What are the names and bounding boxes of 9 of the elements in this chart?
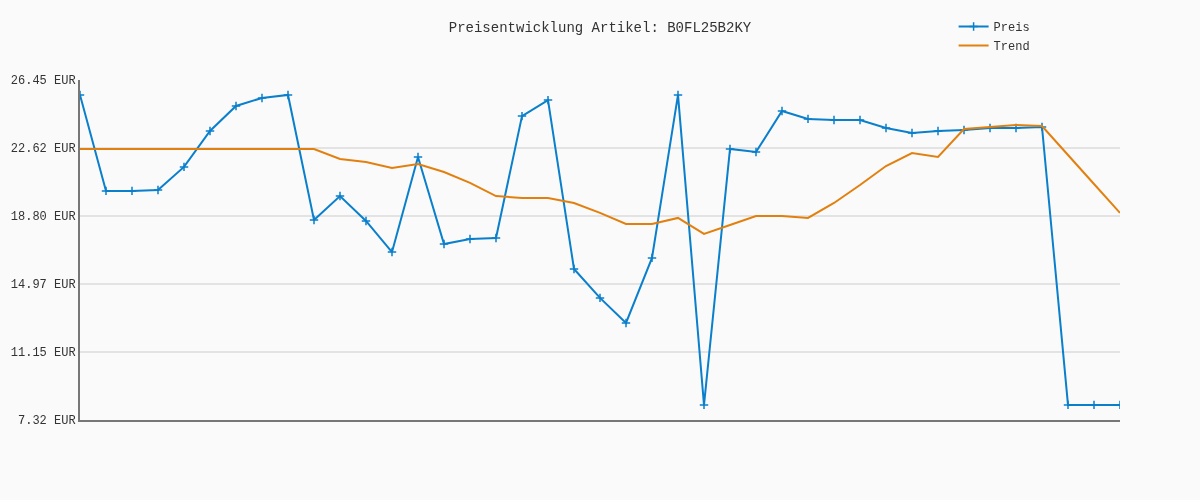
y-tick-label: 7.32 EUR bbox=[17, 414, 76, 429]
y-tick-label: 14.97 EUR bbox=[10, 278, 76, 293]
legend-label: Trend bbox=[993, 40, 1030, 55]
y-tick-label: 22.62 EUR bbox=[10, 142, 76, 157]
y-tick-label: 26.45 EUR bbox=[10, 74, 76, 89]
chart-title: Preisentwicklung Artikel: B0FL25B2KY bbox=[448, 20, 752, 37]
y-tick-label: 11.15 EUR bbox=[10, 346, 76, 361]
y-tick-label: 18.80 EUR bbox=[10, 210, 76, 225]
legend-label: Preis bbox=[993, 21, 1030, 36]
